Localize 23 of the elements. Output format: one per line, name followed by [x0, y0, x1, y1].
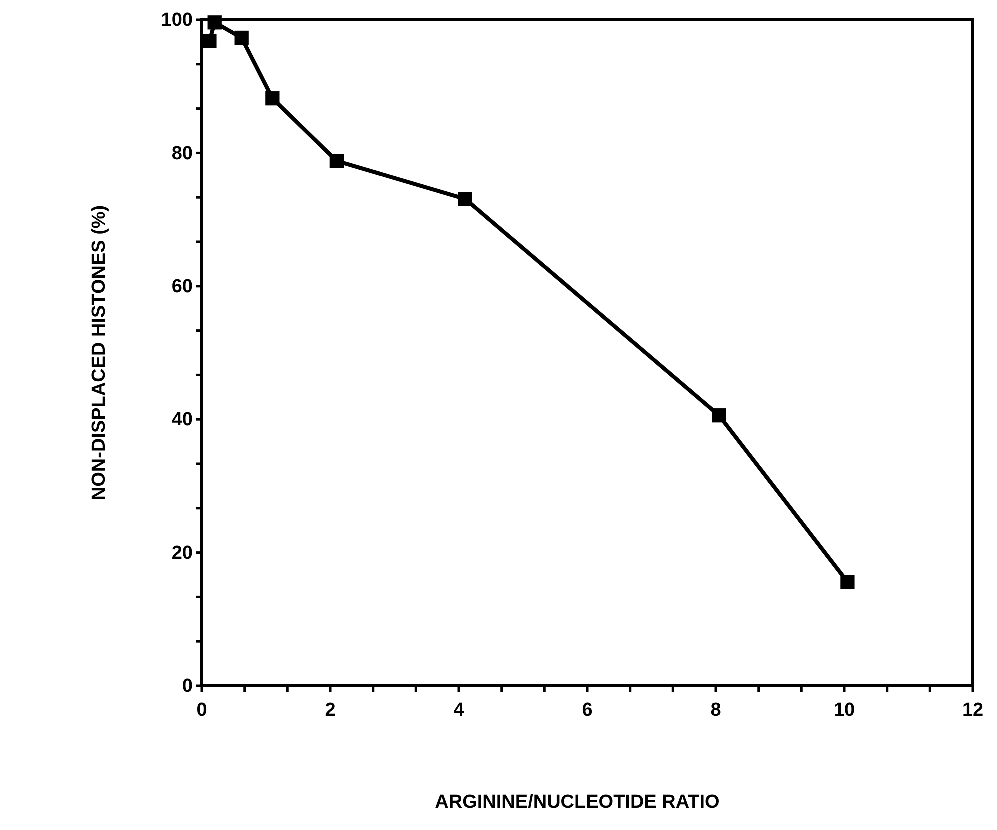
point: [840, 575, 855, 590]
point: [458, 192, 472, 206]
point: [202, 34, 217, 48]
y-tick-label: 20: [172, 542, 193, 564]
x-tick-label: 0: [196, 700, 208, 721]
point: [712, 408, 726, 423]
x-axis-title: ARGININE/NUCLEOTIDE RATIO: [435, 792, 720, 813]
y-tick-label: 0: [182, 676, 193, 698]
x-tick-label: 2: [325, 700, 336, 721]
x-tick-label: 4: [454, 700, 465, 721]
y-tick-label: 40: [172, 410, 193, 431]
x-tick-label: 12: [962, 700, 984, 721]
x-tick-label: 8: [710, 700, 722, 721]
y-tick-label: 80: [172, 143, 193, 164]
point: [266, 92, 280, 106]
y-tick-label: 60: [172, 276, 193, 298]
y-axis-title: NON-DISPLACED HISTONES (%): [89, 205, 110, 501]
y-tick-label: 100: [161, 10, 193, 32]
point: [330, 154, 344, 168]
x-tick-label: 6: [582, 700, 593, 721]
x-tick-label: 10: [834, 700, 856, 721]
point: [234, 30, 249, 46]
point: [208, 16, 222, 30]
